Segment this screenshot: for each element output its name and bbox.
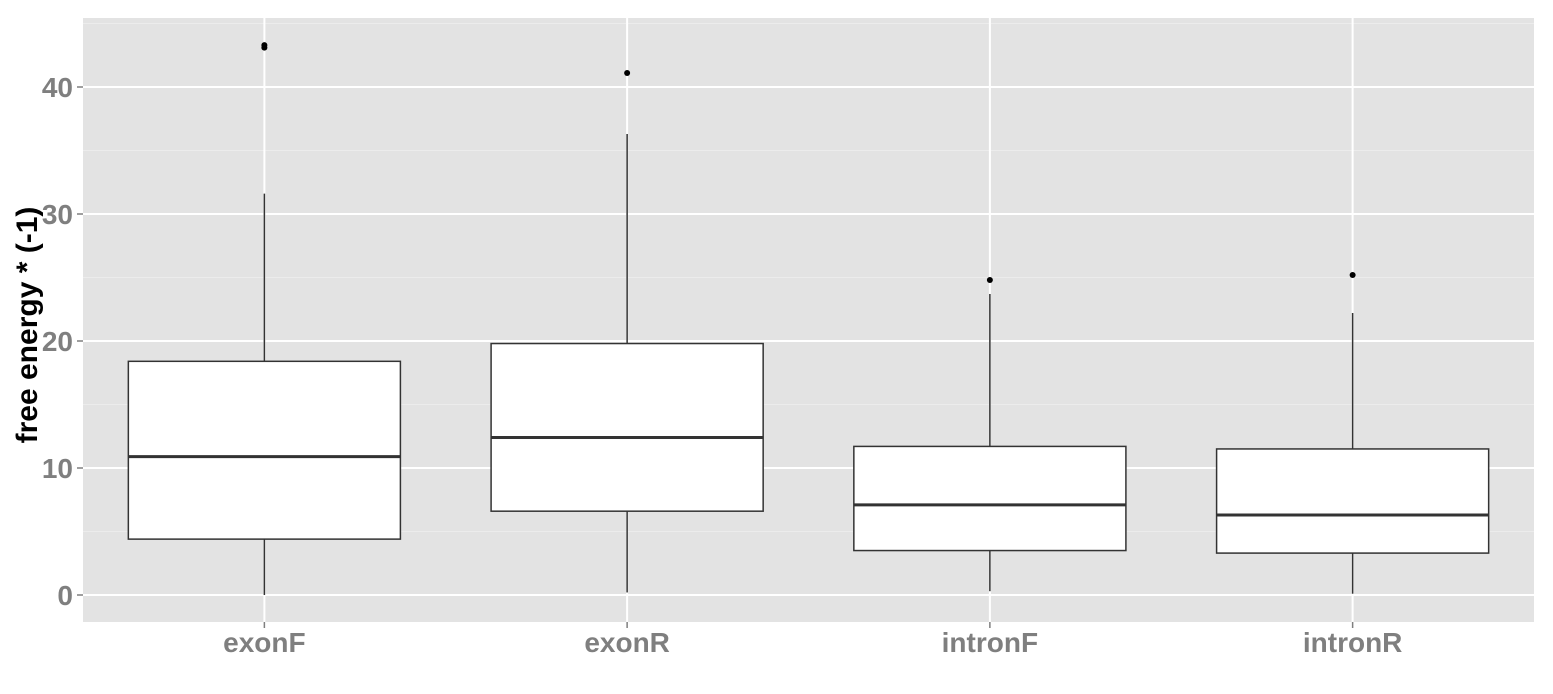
x-tick-label: intronR xyxy=(1303,627,1403,658)
box-iqr xyxy=(853,445,1127,552)
y-axis-ticks: 0 10 20 30 40 xyxy=(42,72,83,611)
x-tick-label: intronF xyxy=(942,627,1038,658)
y-axis-title: free energy * (-1) xyxy=(11,207,44,444)
y-tick-label: 40 xyxy=(42,72,73,103)
box-intronF xyxy=(853,277,1127,592)
x-tick-label: exonF xyxy=(223,627,305,658)
x-tick-label: exonR xyxy=(584,627,670,658)
box-iqr xyxy=(127,360,402,540)
box-iqr xyxy=(1215,448,1490,554)
y-tick-label: 30 xyxy=(42,199,73,230)
box-exonF xyxy=(127,42,402,595)
x-axis-ticks: exonF exonR intronF intronR xyxy=(223,622,1402,658)
y-tick-label: 20 xyxy=(42,326,73,357)
outlier-point xyxy=(986,277,993,284)
outlier-point xyxy=(624,70,631,77)
box-iqr xyxy=(490,342,764,512)
outlier-point xyxy=(1349,271,1356,278)
box-intronR xyxy=(1215,271,1490,594)
outlier-point xyxy=(261,42,268,49)
y-tick-label: 0 xyxy=(57,580,73,611)
box-series xyxy=(127,42,1490,595)
box-exonR xyxy=(490,70,764,593)
y-tick-label: 10 xyxy=(42,453,73,484)
